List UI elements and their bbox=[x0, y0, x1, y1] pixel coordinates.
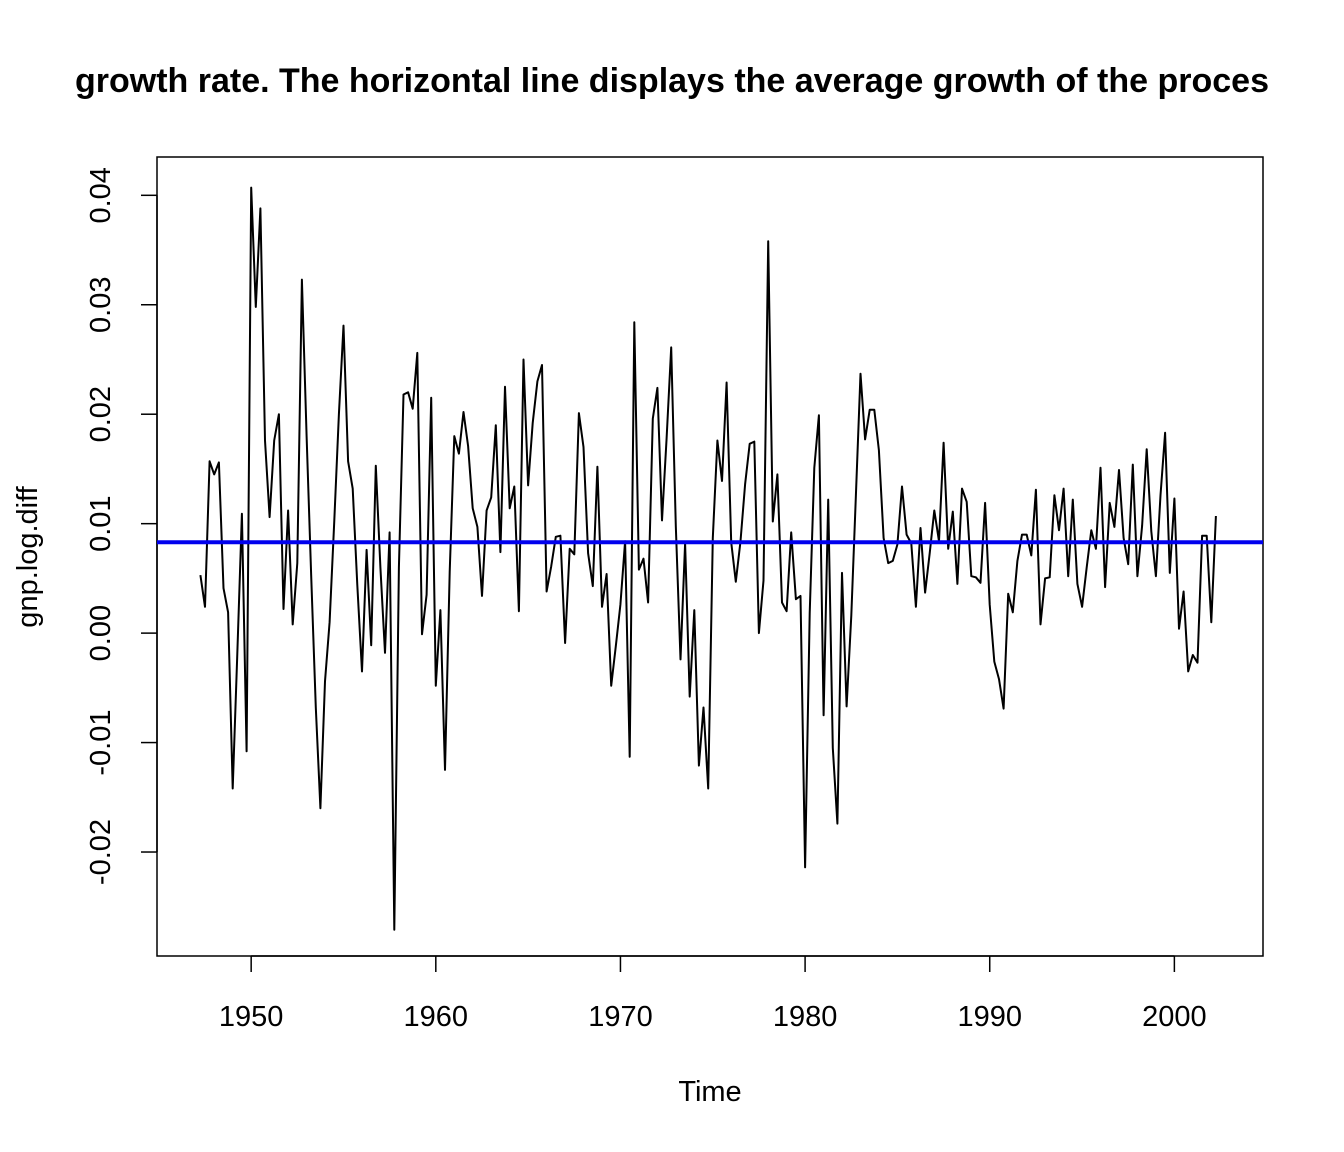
x-tick-label: 2000 bbox=[1142, 1001, 1207, 1033]
y-axis: -0.02 -0.01 0.00 0.01 0.02 0.03 0.04 bbox=[85, 167, 158, 885]
x-axis-label: Time bbox=[678, 1076, 741, 1108]
x-tick-label: 1970 bbox=[588, 1001, 653, 1033]
x-tick-label: 1990 bbox=[957, 1001, 1022, 1033]
y-tick-label: 0.01 bbox=[85, 495, 117, 551]
x-tick-label: 1980 bbox=[773, 1001, 838, 1033]
y-axis-label: gnp.log.diff bbox=[12, 485, 44, 627]
plot-area bbox=[157, 186, 1263, 931]
x-tick-label: 1950 bbox=[219, 1001, 284, 1033]
y-tick-label: -0.02 bbox=[85, 819, 117, 885]
y-tick-label: 0.03 bbox=[85, 277, 117, 333]
y-tick-label: 0.04 bbox=[85, 167, 117, 223]
chart-title: growth rate. The horizontal line display… bbox=[75, 62, 1269, 100]
y-tick-label: 0.02 bbox=[85, 386, 117, 442]
x-axis: 1950 1960 1970 1980 1990 2000 bbox=[219, 955, 1207, 1033]
y-tick-label: 0.00 bbox=[85, 605, 117, 661]
x-tick-label: 1960 bbox=[404, 1001, 469, 1033]
series-line bbox=[199, 186, 1217, 931]
plot-frame bbox=[156, 156, 1264, 957]
y-tick-label: -0.01 bbox=[85, 710, 117, 776]
